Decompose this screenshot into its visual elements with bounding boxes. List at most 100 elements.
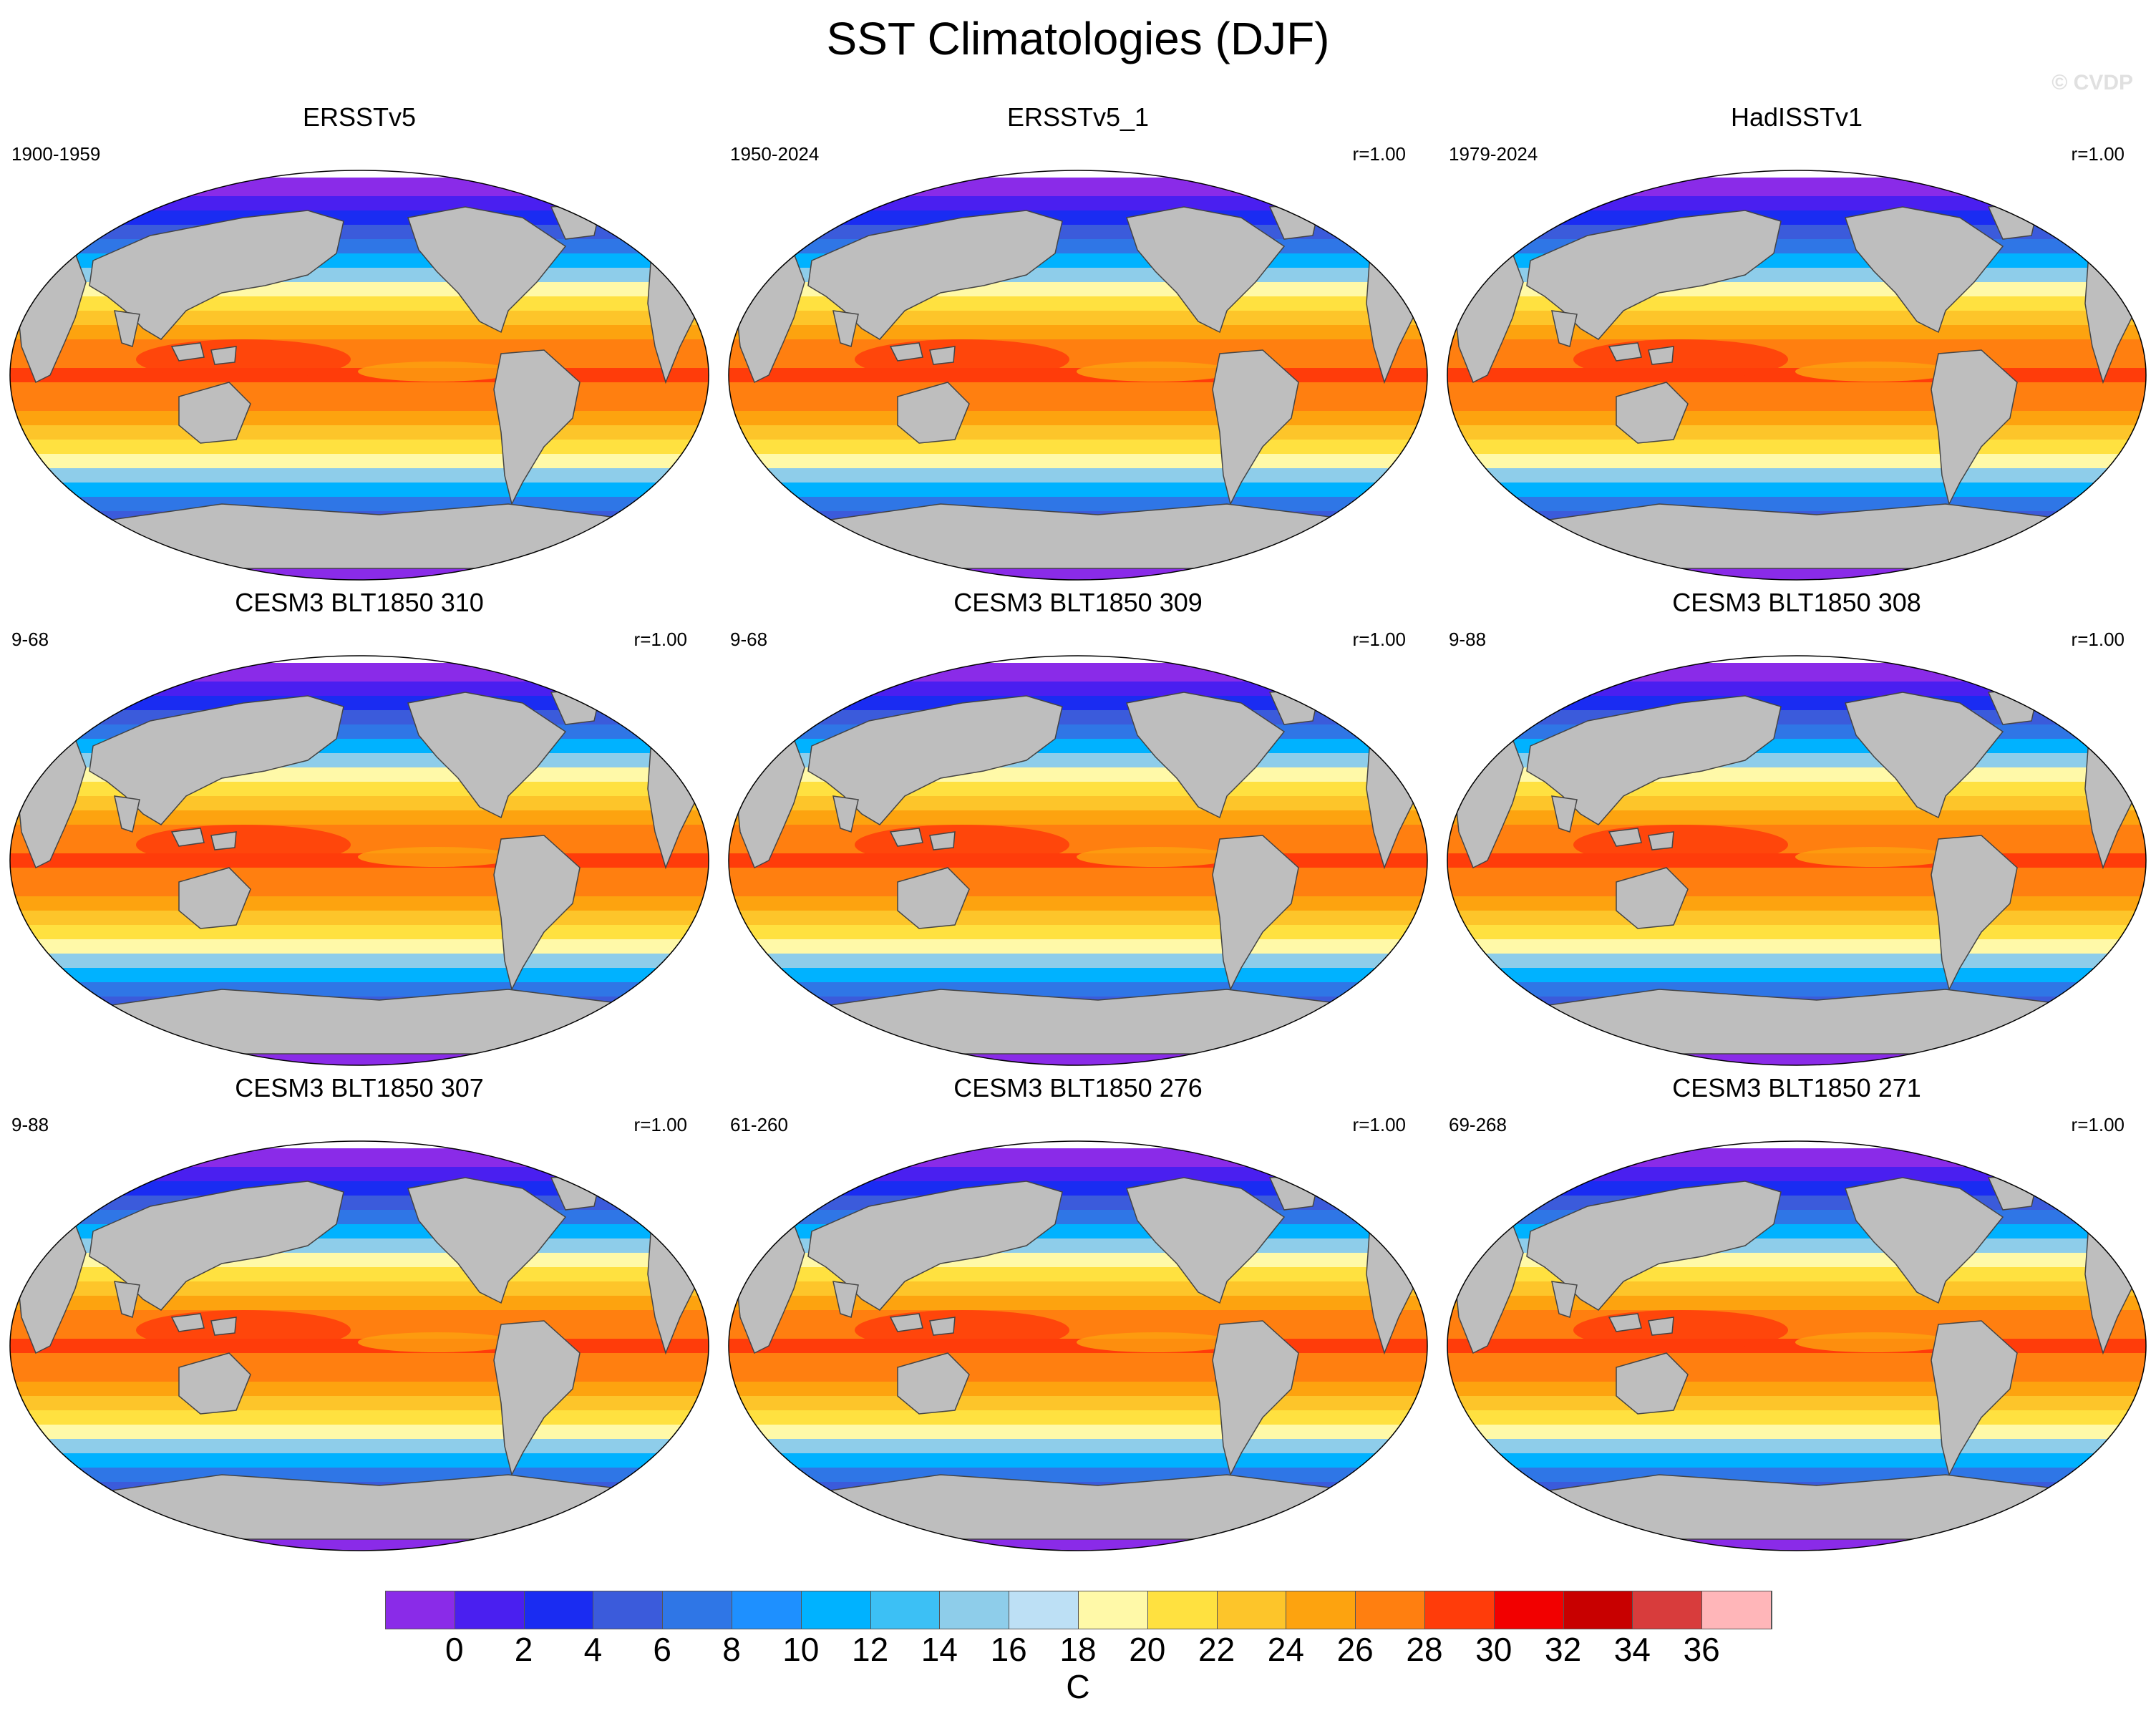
landmass: [929, 1317, 956, 1336]
cold-tongue: [1795, 362, 1953, 382]
warm-pool: [136, 339, 351, 379]
colorbar-tick-label: 10: [782, 1631, 820, 1668]
landmass: [71, 1474, 652, 1540]
map-border: [9, 1140, 709, 1551]
sst-band: [10, 411, 709, 426]
sst-band: [1447, 468, 2146, 483]
sst-map: [1447, 655, 2147, 1066]
map-border: [728, 655, 1428, 1066]
cold-tongue: [358, 847, 515, 867]
sst-band: [1447, 1196, 2146, 1211]
colorbar-tick-label: 36: [1683, 1631, 1720, 1668]
landmass: [832, 310, 859, 347]
sea-ice: [1447, 656, 2146, 663]
landmass: [407, 206, 567, 334]
colorbar-bin: [1217, 1591, 1287, 1629]
landmass: [790, 989, 1371, 1055]
colorbar-bin: [1147, 1591, 1218, 1629]
sst-band: [1447, 1167, 2146, 1182]
cold-tongue: [358, 362, 515, 382]
sst-band: [10, 382, 709, 397]
sst-band: [729, 954, 1427, 969]
colorbar-tick-label: 26: [1336, 1631, 1374, 1668]
sea-ice: [1447, 1141, 2146, 1148]
landmass: [1212, 1320, 1299, 1477]
colorbar-bin: [1494, 1591, 1564, 1629]
landmass: [493, 1320, 581, 1477]
landmass: [178, 382, 251, 444]
colorbar-bin: [1286, 1591, 1356, 1629]
sst-band: [729, 939, 1427, 954]
sst-band: [10, 1410, 709, 1425]
sst-band: [1447, 182, 2146, 197]
colorbar-tick-label: 32: [1545, 1631, 1582, 1668]
landmass: [1845, 692, 2004, 819]
sst-band: [1447, 382, 2146, 397]
cold-tongue: [1795, 847, 1953, 867]
sst-band: [729, 411, 1427, 426]
sst-band: [729, 397, 1427, 412]
colorbar-tick-label: 12: [852, 1631, 889, 1668]
landmass: [114, 795, 140, 833]
landmass: [210, 1317, 237, 1336]
sst-band: [1447, 796, 2146, 811]
colorbar-bin: [593, 1591, 664, 1629]
panel-pattern-correlation: r=1.00: [2071, 143, 2125, 165]
sst-band: [10, 440, 709, 455]
sst-band: [10, 425, 709, 440]
panel-pattern-correlation: r=1.00: [633, 629, 687, 650]
sst-band: [10, 225, 709, 240]
sst-band: [729, 1181, 1427, 1196]
panel-pattern-correlation: r=1.00: [2071, 1114, 2125, 1135]
warm-pool: [1573, 825, 1788, 865]
sea-ice: [10, 656, 709, 663]
sst-band: [729, 810, 1427, 825]
sst-band: [1447, 968, 2146, 983]
panel-title: CESM3 BLT1850 276: [953, 1073, 1203, 1102]
sst-band: [729, 1296, 1427, 1311]
landmass: [1648, 1317, 1674, 1336]
sst-band: [729, 210, 1427, 226]
landmass: [1648, 831, 1674, 850]
sst-band: [10, 468, 709, 483]
panel-years: 69-268: [1449, 1114, 1507, 1135]
sst-band: [1447, 196, 2146, 211]
panel-pattern-correlation: r=1.00: [1352, 1114, 1406, 1135]
landmass: [1616, 382, 1689, 444]
sst-band: [10, 1181, 709, 1196]
sst-band: [1447, 1439, 2146, 1454]
sst-band: [1447, 982, 2146, 997]
sst-map: [9, 170, 709, 581]
sst-band: [729, 825, 1427, 840]
sst-band: [10, 1539, 709, 1551]
sst-band: [1447, 454, 2146, 469]
sst-band: [10, 1196, 709, 1211]
sst-band: [1447, 839, 2146, 854]
landmass: [178, 1352, 251, 1415]
landmass: [1608, 1313, 1642, 1332]
sst-band: [10, 825, 709, 840]
colorbar-tick-label: 14: [921, 1631, 958, 1668]
panel-title: CESM3 BLT1850 271: [1672, 1073, 1921, 1102]
map-border: [1447, 655, 2147, 1066]
warm-pool: [855, 1310, 1069, 1350]
landmass: [1648, 346, 1674, 365]
panel-title: CESM3 BLT1850 307: [235, 1073, 484, 1102]
colorbar-bin: [455, 1591, 525, 1629]
sst-band: [1447, 1310, 2146, 1325]
landmass: [1616, 1352, 1689, 1415]
map-panel: CESM3 BLT1850 308 9-88 r=1.00: [1437, 587, 2156, 1074]
sea-ice: [729, 656, 1427, 663]
sst-band: [10, 568, 709, 580]
landmass: [807, 210, 1063, 340]
sst-band: [1447, 925, 2146, 940]
sst-band: [729, 1196, 1427, 1211]
figure-title: SST Climatologies (DJF): [826, 13, 1330, 64]
sst-band: [1447, 354, 2146, 369]
sst-band: [729, 225, 1427, 240]
colorbar-bin: [870, 1591, 941, 1629]
landmass: [1526, 695, 1782, 825]
sst-band: [729, 796, 1427, 811]
landmass: [89, 1181, 344, 1311]
sst-band: [729, 568, 1427, 580]
